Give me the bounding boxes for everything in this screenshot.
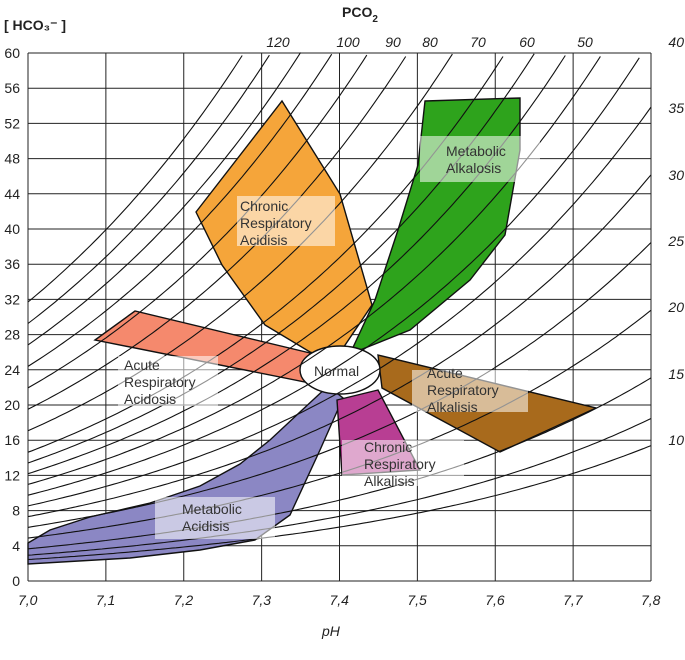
y-tick-label: 12 [4, 467, 20, 483]
top-pco2-label: 120 [266, 34, 290, 50]
y-tick-label: 52 [4, 115, 20, 131]
label-bg-metabolic-acidosis [155, 497, 275, 539]
label-chronic-resp-alkalisis-3: Alkalisis [364, 473, 415, 489]
x-tick-label: 7,3 [252, 592, 272, 608]
label-chronic-resp-alkalisis-1: Chronic [364, 439, 412, 455]
x-tick-label: 7,1 [96, 592, 115, 608]
label-acute-resp-acidosis-1: Acute [124, 357, 160, 373]
y-tick-label: 20 [4, 397, 20, 413]
label-metabolic-alkalosis-2: Alkalosis [446, 160, 501, 176]
y-tick-label: 16 [4, 432, 20, 448]
region-labels: Metabolic Alkalosis Chronic Respiratory … [124, 143, 506, 534]
x-tick-label: 7,4 [330, 592, 350, 608]
right-pco2-label: 35 [668, 100, 684, 116]
pco2-isopleth [27, 53, 333, 367]
label-bg-chronic-resp-alkalisis [342, 440, 464, 486]
right-pco2-label: 10 [668, 432, 684, 448]
right-pco2-label: 40 [668, 34, 684, 50]
y-tick-label: 44 [4, 186, 20, 202]
pco2-isopleth [27, 53, 453, 432]
y-tick-label: 56 [4, 80, 20, 96]
pco2-title-sub: 2 [372, 14, 378, 25]
top-pco2-label: 60 [519, 34, 535, 50]
label-backgrounds [118, 136, 540, 539]
label-acute-resp-alkalisis-1: Acute [427, 365, 463, 381]
label-acute-resp-alkalisis-3: Alkalisis [427, 399, 478, 415]
y-tick-label: 40 [4, 221, 20, 237]
pco2-isopleth [27, 377, 652, 550]
pco2-isopleth [27, 56, 407, 410]
pco2-title: PCO2 [342, 4, 378, 25]
pco2-isopleth [27, 106, 652, 507]
right-pco2-label: 15 [668, 366, 684, 382]
label-normal: Normal [314, 363, 359, 379]
label-bg-acute-resp-alkalisis [412, 370, 528, 412]
label-acute-resp-acidosis-3: Acidosis [124, 391, 176, 407]
x-tick-label: 7,2 [174, 592, 194, 608]
pco2-isopleth [27, 52, 302, 346]
y-tick-label: 4 [12, 538, 20, 554]
y-tick-label: 48 [4, 151, 20, 167]
right-pco2-label: 25 [667, 233, 684, 249]
y-tick-label: 32 [4, 291, 20, 307]
pco2-isopleth [27, 418, 652, 556]
right-pco2-label: 30 [668, 167, 684, 183]
label-metabolic-acidosis-2: Acidisis [182, 518, 229, 534]
region-normal [299, 345, 381, 395]
y-tick-label: 28 [4, 327, 20, 343]
y-axis-title: [ HCO₃⁻ ] [4, 17, 66, 33]
x-tick-label: 7,8 [641, 592, 661, 608]
label-metabolic-acidosis-1: Metabolic [182, 501, 242, 517]
label-chronic-resp-acidosis-3: Acidisis [240, 232, 287, 248]
label-bg-acute-resp-acidosis [118, 356, 218, 406]
y-tick-label: 0 [12, 573, 20, 589]
x-tick-label: 7,0 [18, 592, 38, 608]
label-metabolic-alkalosis-1: Metabolic [446, 143, 506, 159]
label-chronic-resp-alkalisis-2: Respiratory [364, 456, 436, 472]
pco2-isopleth [27, 56, 601, 485]
x-tick-label: 7,5 [407, 592, 427, 608]
x-tick-label: 7,7 [563, 592, 584, 608]
top-pco2-label: 90 [385, 34, 401, 50]
label-acute-resp-acidosis-2: Respiratory [124, 374, 196, 390]
pco2-isopleths [27, 52, 652, 561]
pco2-isopleth [27, 445, 652, 561]
x-axis-title: pH [321, 623, 341, 639]
y-tick-label: 36 [4, 256, 20, 272]
pco2-isopleth [27, 242, 652, 528]
y-tick-label: 24 [4, 362, 20, 378]
x-tick-labels: 7,0 7,1 7,2 7,3 7,4 7,5 7,6 7,7 7,8 [18, 592, 661, 608]
label-acute-resp-alkalisis-2: Respiratory [427, 382, 499, 398]
top-pco2-label: 80 [422, 34, 438, 50]
label-bg-chronic-resp-acidosis [237, 196, 335, 246]
region-acute-respiratory-acidosis [93, 310, 311, 383]
y-tick-label: 8 [12, 503, 20, 519]
y-tick-label: 60 [4, 45, 20, 61]
pco2-isopleth [27, 174, 652, 518]
right-pco2-labels: 40 35 30 25 20 15 10 [667, 34, 684, 448]
pco2-isopleth [27, 54, 368, 389]
x-tick-label: 7,6 [485, 592, 505, 608]
pco2-isopleth [27, 54, 270, 324]
top-pco2-labels: 120 100 90 80 70 60 50 [266, 34, 593, 50]
pco2-isopleth [27, 309, 652, 539]
top-pco2-label: 50 [577, 34, 593, 50]
pco2-title-main: PCO [342, 4, 372, 20]
pco2-isopleth [27, 57, 640, 496]
pco2-isopleth [27, 55, 243, 303]
top-pco2-label: 70 [470, 34, 486, 50]
label-chronic-resp-acidosis-1: Chronic [240, 198, 288, 214]
label-bg-metabolic-alkalosis [420, 136, 540, 182]
right-pco2-label: 20 [667, 299, 684, 315]
top-pco2-label: 100 [336, 34, 360, 50]
label-chronic-resp-acidosis-2: Respiratory [240, 215, 312, 231]
